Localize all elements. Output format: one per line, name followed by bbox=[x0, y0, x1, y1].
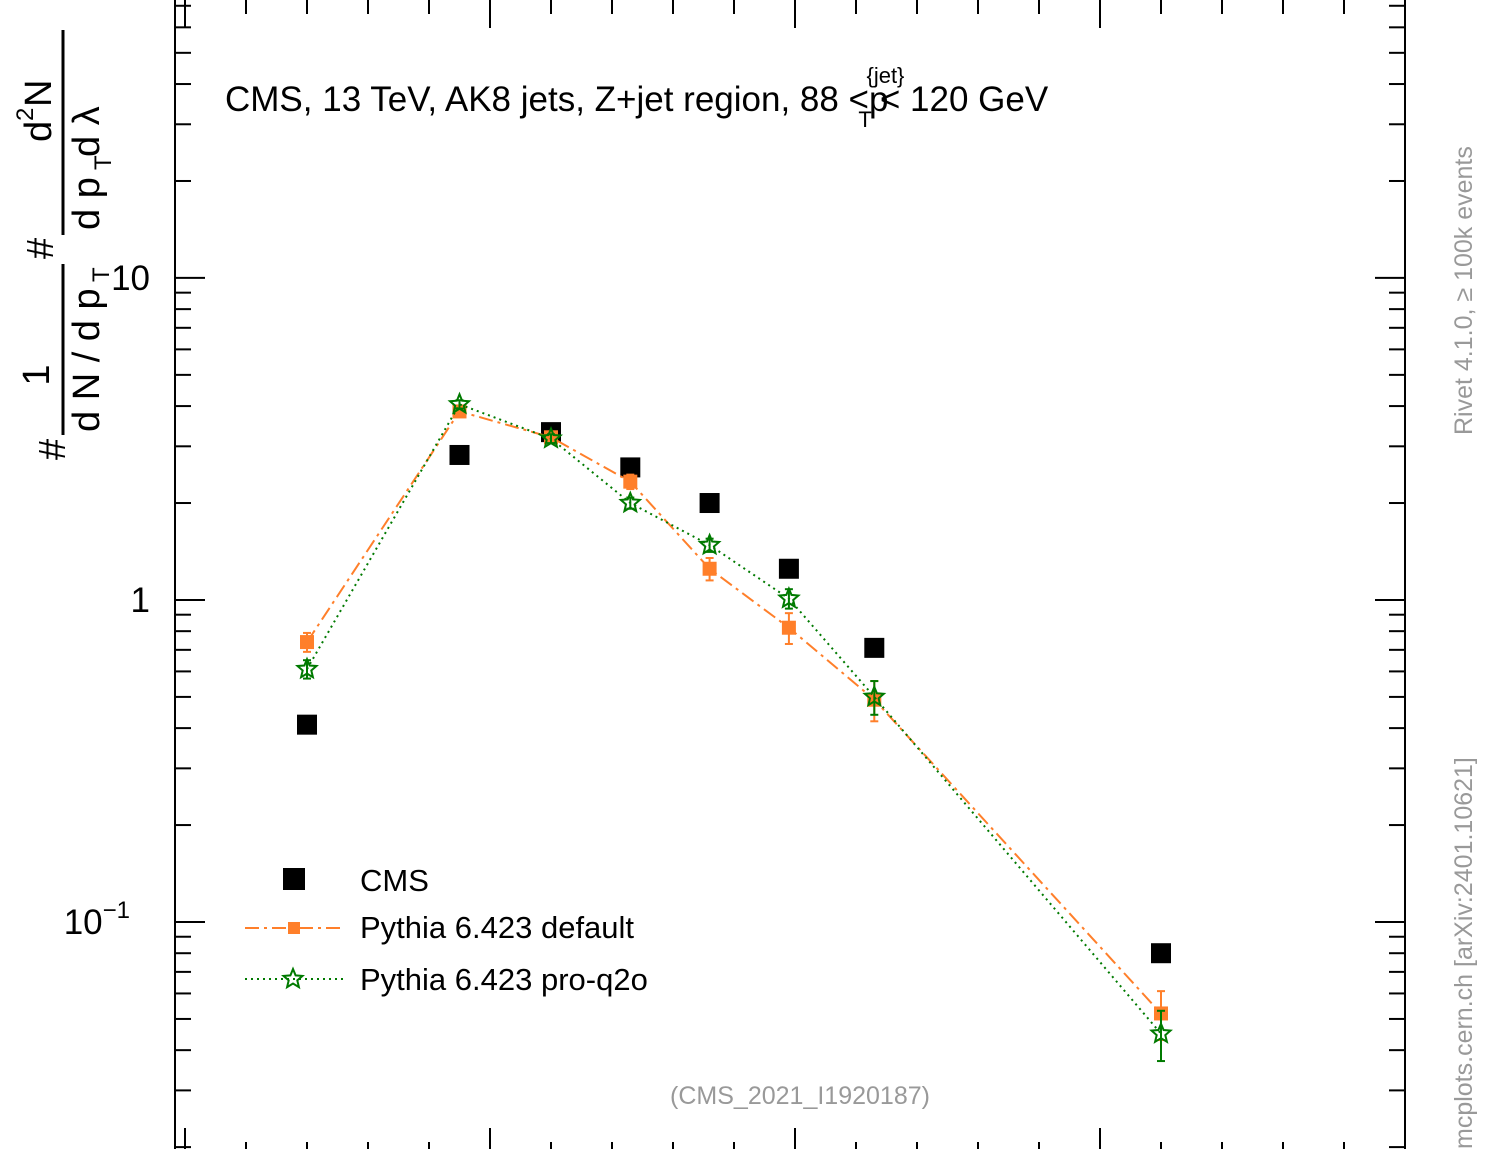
series-2 bbox=[295, 391, 1173, 1063]
data-point bbox=[1149, 1021, 1173, 1044]
series-line bbox=[306, 410, 1162, 1015]
legend-marker-cms bbox=[283, 868, 305, 890]
x-axis-ticks bbox=[184, 0, 1406, 1149]
data-point bbox=[1151, 943, 1172, 964]
data-point bbox=[447, 391, 472, 415]
data-point bbox=[702, 561, 717, 576]
data-point bbox=[864, 637, 885, 658]
y-tick-label: 1 bbox=[131, 581, 150, 620]
data-point bbox=[862, 684, 887, 708]
data-point bbox=[776, 585, 801, 609]
data-point bbox=[697, 532, 722, 556]
y-label-den1-sub: T bbox=[88, 267, 115, 282]
y-label-den1: d N / d p bbox=[66, 288, 108, 432]
data-point bbox=[620, 457, 641, 478]
y-label-den2: d p bbox=[66, 177, 108, 230]
y-label-den2-sub: T bbox=[90, 155, 117, 170]
y-label-num1: 1 bbox=[16, 364, 58, 385]
y-axis-tick-labels: 10 1 10−1 bbox=[64, 259, 150, 942]
y-tick-label: 10 bbox=[111, 259, 150, 298]
plot-frame bbox=[174, 0, 1406, 1149]
analysis-label: (CMS_2021_I1920187) bbox=[670, 1082, 930, 1110]
legend-label-pythia-pro-q2o: Pythia 6.423 pro-q2o bbox=[360, 962, 648, 997]
y-label-num2: d bbox=[18, 121, 60, 142]
legend-label-cms: CMS bbox=[360, 863, 429, 898]
data-point bbox=[699, 493, 720, 514]
data-point bbox=[449, 444, 470, 465]
data-point bbox=[297, 714, 318, 735]
data-point bbox=[300, 635, 315, 650]
side-label-top: Rivet 4.1.0, ≥ 100k events bbox=[1450, 146, 1478, 435]
data-point bbox=[295, 656, 319, 680]
y-label-num2-tail: N bbox=[18, 80, 60, 107]
data-point bbox=[623, 474, 638, 489]
y-label-hash: # bbox=[32, 439, 74, 460]
legend-label-pythia-default: Pythia 6.423 default bbox=[360, 910, 634, 945]
series-line bbox=[306, 403, 1162, 1035]
y-axis-label: # 1 d N / d p T # d 2 N d p T d λ bbox=[12, 30, 117, 460]
series-layer bbox=[295, 391, 1173, 1063]
y-axis-ticks bbox=[175, 4, 1405, 1149]
y-tick-label: 10−1 bbox=[64, 897, 130, 942]
data-point bbox=[618, 490, 643, 514]
data-point bbox=[778, 558, 799, 579]
data-point bbox=[539, 425, 563, 449]
data-point bbox=[781, 620, 796, 635]
chart-title: CMS, 13 TeV, AK8 jets, Z+jet region, 88 … bbox=[225, 63, 1049, 132]
y-label-den2-tail: d λ bbox=[66, 106, 108, 157]
legend-marker-pythia-pro-q2o bbox=[281, 966, 305, 990]
y-label-hash2: # bbox=[20, 238, 62, 259]
series-0 bbox=[297, 422, 1172, 964]
legend: CMS Pythia 6.423 default Pythia 6.423 pr… bbox=[245, 863, 648, 997]
side-label-bottom: mcplots.cern.ch [arXiv:2401.10621] bbox=[1450, 757, 1478, 1149]
legend-marker-pythia-default bbox=[288, 922, 300, 934]
y-label-num2-sup: 2 bbox=[12, 108, 39, 121]
